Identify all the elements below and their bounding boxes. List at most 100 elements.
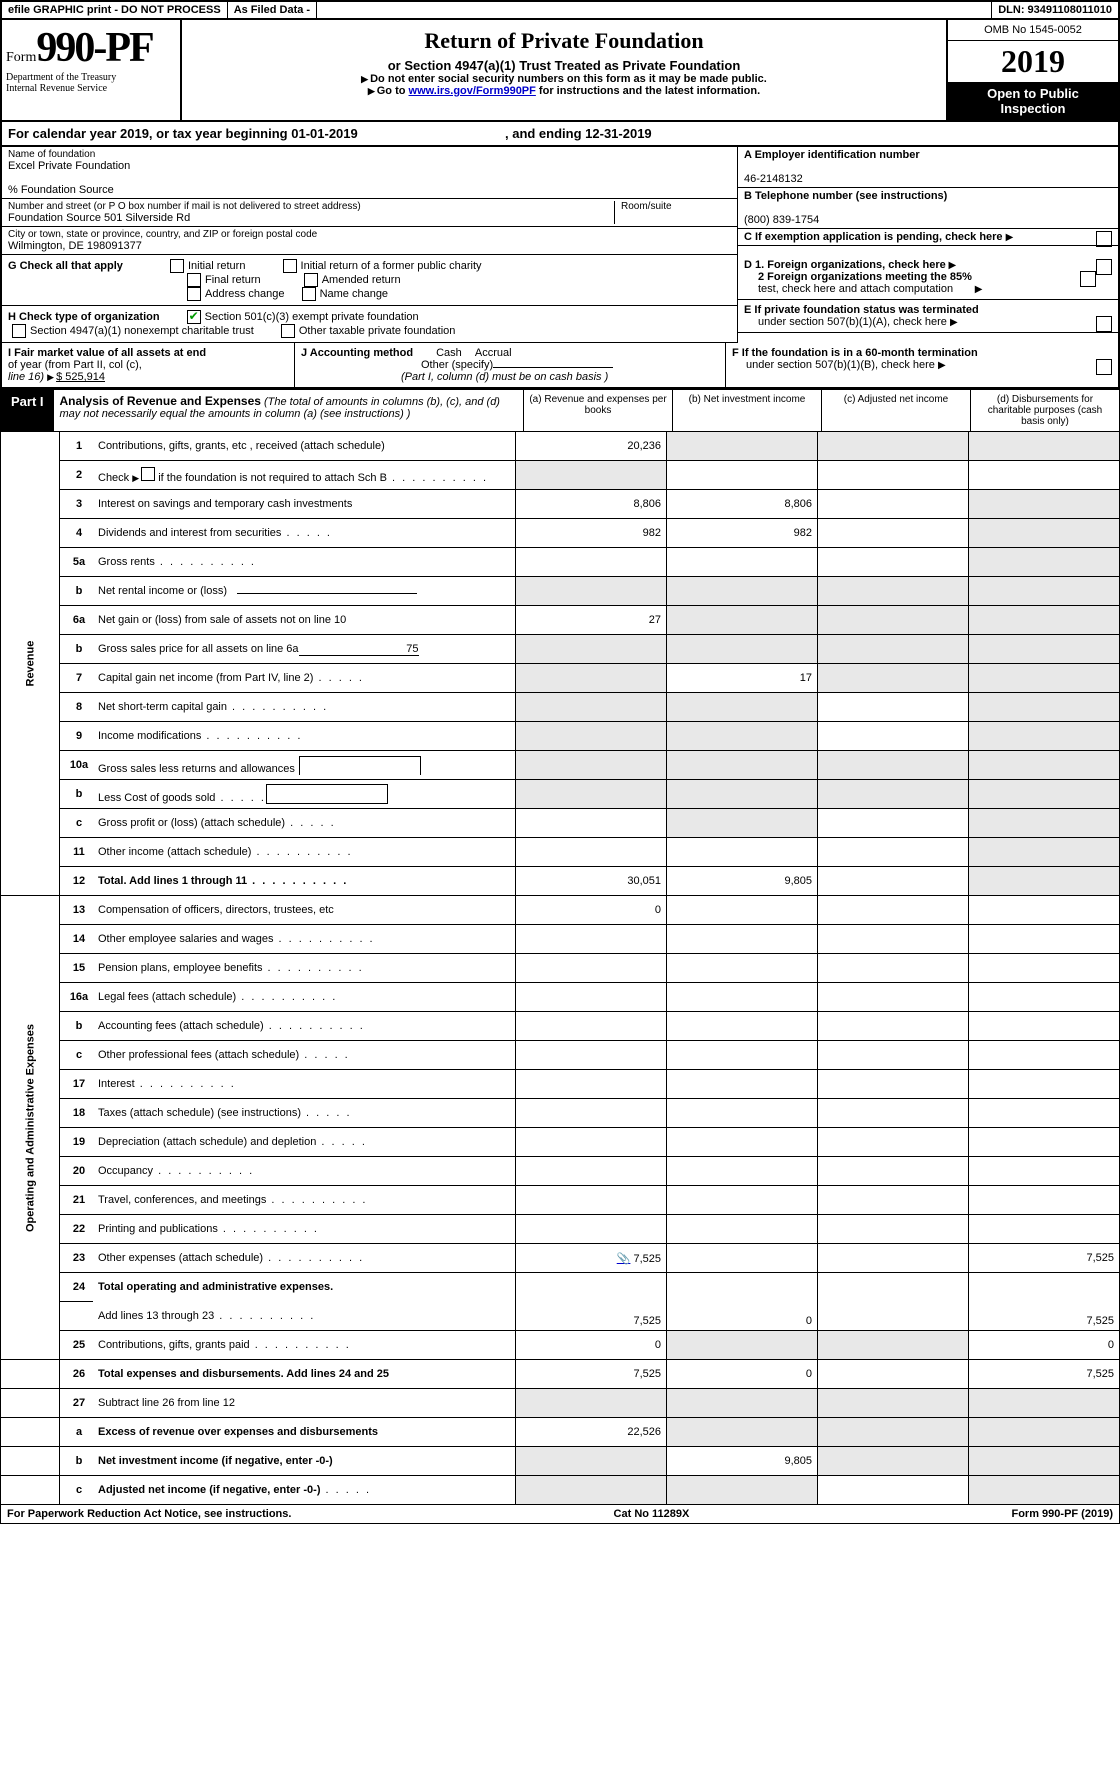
f-label: F If the foundation is in a 60-month ter… bbox=[732, 347, 978, 359]
paperwork-notice: For Paperwork Reduction Act Notice, see … bbox=[7, 1508, 291, 1520]
dept-irs: Internal Revenue Service bbox=[6, 83, 176, 94]
col-c-header: (c) Adjusted net income bbox=[822, 390, 971, 431]
row-9: Income modifications bbox=[93, 722, 516, 751]
fmv-amount: $ 525,914 bbox=[56, 371, 105, 383]
form-subtitle: or Section 4947(a)(1) Trust Treated as P… bbox=[186, 58, 942, 73]
i-label: I Fair market value of all assets at end bbox=[8, 347, 206, 359]
d2-checkbox[interactable] bbox=[1080, 271, 1096, 287]
amended-checkbox[interactable] bbox=[304, 273, 318, 287]
form-footer: Form 990-PF (2019) bbox=[1011, 1508, 1113, 1520]
part1-table: Revenue 1Contributions, gifts, grants, e… bbox=[0, 432, 1120, 1505]
row-22: Printing and publications bbox=[93, 1215, 516, 1244]
dept-treasury: Department of the Treasury bbox=[6, 72, 176, 83]
form-number: 990-PF bbox=[36, 25, 152, 71]
e-checkbox[interactable] bbox=[1096, 316, 1112, 332]
row-11: Other income (attach schedule) bbox=[93, 838, 516, 867]
row-10a: Gross sales less returns and allowances bbox=[93, 751, 516, 780]
row-6b: Gross sales price for all assets on line… bbox=[93, 635, 516, 664]
row-23: Other expenses (attach schedule) bbox=[93, 1244, 516, 1273]
foundation-name: Excel Private Foundation bbox=[8, 160, 731, 172]
addr-change-checkbox[interactable] bbox=[187, 287, 201, 301]
row-27a: Excess of revenue over expenses and disb… bbox=[93, 1418, 516, 1447]
row-27b: Net investment income (if negative, ente… bbox=[93, 1447, 516, 1476]
col-a-header: (a) Revenue and expenses per books bbox=[524, 390, 673, 431]
row-15: Pension plans, employee benefits bbox=[93, 954, 516, 983]
open-to-public: Open to PublicInspection bbox=[948, 82, 1118, 120]
catalog-number: Cat No 11289X bbox=[614, 1508, 690, 1520]
row-4: Dividends and interest from securities bbox=[93, 519, 516, 548]
telephone: (800) 839-1754 bbox=[744, 214, 819, 226]
tel-label: B Telephone number (see instructions) bbox=[744, 190, 947, 202]
501c3-checkbox[interactable] bbox=[187, 310, 201, 324]
address-label: Number and street (or P O box number if … bbox=[8, 201, 614, 212]
page-footer: For Paperwork Reduction Act Notice, see … bbox=[0, 1505, 1120, 1524]
row-17: Interest bbox=[93, 1070, 516, 1099]
final-return-checkbox[interactable] bbox=[187, 273, 201, 287]
row-10c: Gross profit or (loss) (attach schedule) bbox=[93, 809, 516, 838]
care-of: % Foundation Source bbox=[8, 184, 731, 196]
row-10b: Less Cost of goods sold bbox=[93, 780, 516, 809]
row-16a: Legal fees (attach schedule) bbox=[93, 983, 516, 1012]
row-27c: Adjusted net income (if negative, enter … bbox=[93, 1476, 516, 1505]
revenue-sidebar: Revenue bbox=[1, 432, 60, 896]
form-header: Form990-PF Department of the Treasury In… bbox=[0, 20, 1120, 122]
row-12: Total. Add lines 1 through 11 bbox=[93, 867, 516, 896]
other-taxable-checkbox[interactable] bbox=[281, 324, 295, 338]
schb-checkbox[interactable] bbox=[141, 467, 155, 481]
row-6a: Net gain or (loss) from sale of assets n… bbox=[93, 606, 516, 635]
part1-header: Part I Analysis of Revenue and Expenses … bbox=[0, 389, 1120, 432]
form-prefix: Form bbox=[6, 50, 36, 65]
warning-line: Do not enter social security numbers on … bbox=[370, 73, 767, 85]
section-g: G Check all that apply Initial return In… bbox=[2, 255, 737, 306]
city-label: City or town, state or province, country… bbox=[8, 229, 731, 240]
row-8: Net short-term capital gain bbox=[93, 693, 516, 722]
tax-year: 2019 bbox=[948, 41, 1118, 82]
4947-checkbox[interactable] bbox=[12, 324, 26, 338]
row-5b: Net rental income or (loss) bbox=[93, 577, 516, 606]
attachment-icon[interactable]: 📎 bbox=[617, 1253, 631, 1265]
row-20: Occupancy bbox=[93, 1157, 516, 1186]
efile-notice: efile GRAPHIC print - DO NOT PROCESS bbox=[2, 2, 228, 18]
row-27: Subtract line 26 from line 12 bbox=[93, 1389, 516, 1418]
row-24b: Add lines 13 through 23 bbox=[93, 1302, 516, 1331]
row-2: Check if the foundation is not required … bbox=[93, 461, 516, 490]
f-checkbox[interactable] bbox=[1096, 359, 1112, 375]
omb-number: OMB No 1545-0052 bbox=[948, 20, 1118, 41]
name-label: Name of foundation bbox=[8, 149, 731, 160]
calendar-year-row: For calendar year 2019, or tax year begi… bbox=[0, 122, 1120, 147]
row-24: Total operating and administrative expen… bbox=[93, 1273, 516, 1302]
row-26: Total expenses and disbursements. Add li… bbox=[93, 1360, 516, 1389]
row-16b: Accounting fees (attach schedule) bbox=[93, 1012, 516, 1041]
as-filed: As Filed Data - bbox=[228, 2, 317, 18]
row-5a: Gross rents bbox=[93, 548, 516, 577]
initial-former-checkbox[interactable] bbox=[283, 259, 297, 273]
row-19: Depreciation (attach schedule) and deple… bbox=[93, 1128, 516, 1157]
city-state-zip: Wilmington, DE 198091377 bbox=[8, 240, 731, 252]
d1-label: D 1. Foreign organizations, check here bbox=[744, 259, 946, 271]
row-21: Travel, conferences, and meetings bbox=[93, 1186, 516, 1215]
c-label: C If exemption application is pending, c… bbox=[744, 231, 1003, 243]
c-checkbox[interactable] bbox=[1096, 231, 1112, 247]
row-13: Compensation of officers, directors, tru… bbox=[93, 896, 516, 925]
initial-return-checkbox[interactable] bbox=[170, 259, 184, 273]
room-label: Room/suite bbox=[621, 201, 731, 212]
col-b-header: (b) Net investment income bbox=[673, 390, 822, 431]
d1-checkbox[interactable] bbox=[1096, 259, 1112, 275]
col-d-header: (d) Disbursements for charitable purpose… bbox=[971, 390, 1119, 431]
address: Foundation Source 501 Silverside Rd bbox=[8, 212, 614, 224]
row-16c: Other professional fees (attach schedule… bbox=[93, 1041, 516, 1070]
ein-label: A Employer identification number bbox=[744, 149, 920, 161]
row-3: Interest on savings and temporary cash i… bbox=[93, 490, 516, 519]
expenses-sidebar: Operating and Administrative Expenses bbox=[1, 896, 60, 1360]
row-14: Other employee salaries and wages bbox=[93, 925, 516, 954]
name-change-checkbox[interactable] bbox=[302, 287, 316, 301]
e-label: E If private foundation status was termi… bbox=[744, 304, 979, 316]
irs-link[interactable]: www.irs.gov/Form990PF bbox=[409, 85, 536, 97]
entity-info: Name of foundation Excel Private Foundat… bbox=[0, 147, 1120, 255]
row-25: Contributions, gifts, grants paid bbox=[93, 1331, 516, 1360]
ein: 46-2148132 bbox=[744, 173, 803, 185]
top-bar: efile GRAPHIC print - DO NOT PROCESS As … bbox=[0, 0, 1120, 20]
form-title: Return of Private Foundation bbox=[186, 28, 942, 54]
row-18: Taxes (attach schedule) (see instruction… bbox=[93, 1099, 516, 1128]
section-h: H Check type of organization Section 501… bbox=[2, 306, 737, 343]
